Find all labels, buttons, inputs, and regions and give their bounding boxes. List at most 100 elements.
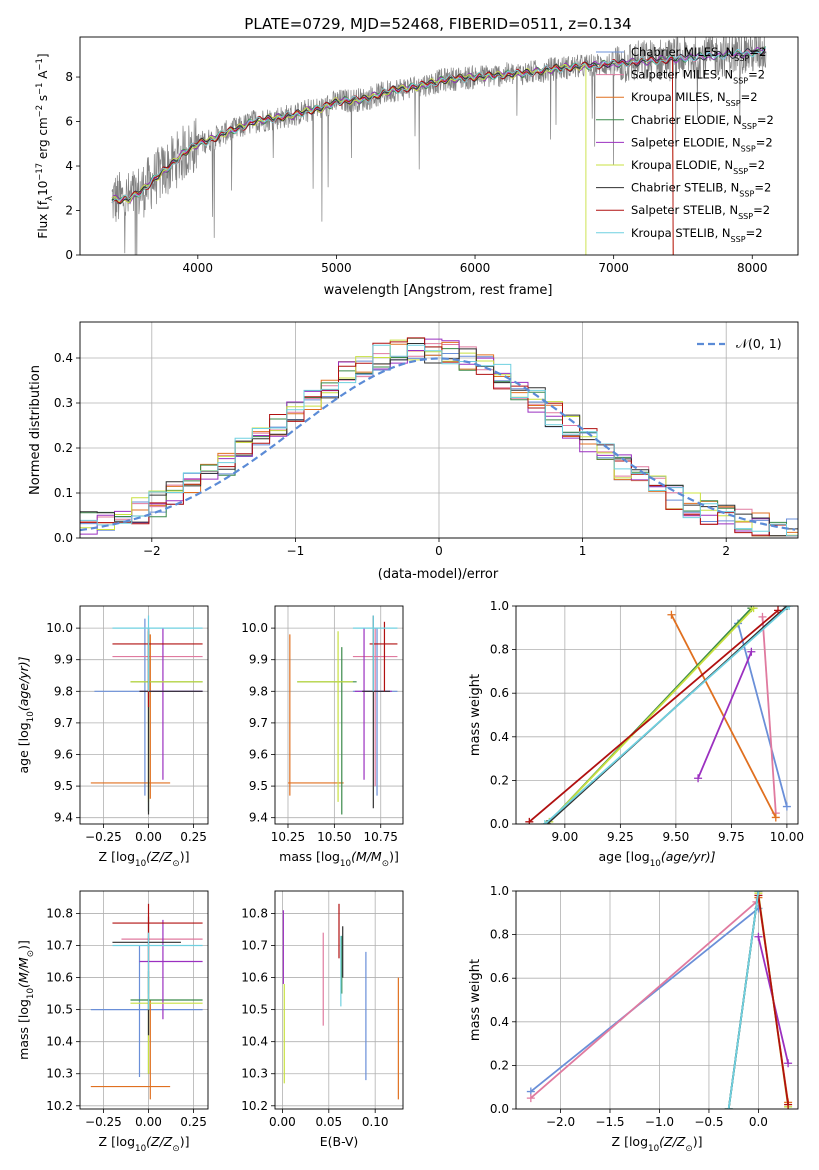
mass-weight-line [757,895,789,1105]
y-tick-label: 0.2 [54,441,73,455]
mass-weight-line [727,891,760,1109]
spectrum-model-kroupa-elodie [111,63,587,255]
axes-frame [515,890,799,1110]
xlabel-age-vs-Z: Z [log10(Z/Z⊙)] [99,849,190,869]
xlabel-age-vs-mass: mass [log10(M/M⊙)] [279,849,399,869]
x-tick-label: −2 [143,544,161,558]
x-tick-label: −1.5 [595,1115,624,1129]
y-tick-label: 2 [65,204,73,218]
y-tick-label: 1.0 [490,884,509,898]
histogram-kroupa-miles [80,341,798,533]
plot-area-massweight-vs-Z [526,891,793,1109]
y-tick-label: 10.7 [241,939,268,953]
figure-title: PLATE=0729, MJD=52468, FIBERID=0511, z=0… [244,15,631,33]
mass-weight-line [530,901,757,1099]
y-tick-label: 10.4 [46,1035,73,1049]
histogram-chabrier-miles [80,353,798,537]
plus-marker [724,1105,733,1109]
legend-entry: Kroupa STELIB, NSSP=2 [631,226,763,244]
xlabel-mass-vs-EBV: E(B-V) [320,1134,359,1149]
x-tick-label: 0.00 [135,830,162,844]
y-tick-label: 10.2 [46,1099,73,1113]
y-tick-label: 9.4 [54,811,73,825]
x-tick-label: 10.75 [364,830,398,844]
y-tick-label: 10.6 [241,971,268,985]
legend-entry: 𝒩(0, 1) [736,336,782,351]
histogram-kroupa-elodie [80,339,798,537]
y-tick-label: 4 [65,159,73,173]
y-tick-label: 0.6 [490,971,509,985]
x-tick-label: 0.25 [180,1115,207,1129]
plus-marker [771,813,780,822]
axes-spectrum: 4000 5000 6000 7000 8000 0 2 4 6 8 wavelength [Ang… [34,36,799,298]
histogram-chabrier-elodie [80,337,798,537]
x-tick-label: 0.00 [135,1115,162,1129]
normal-curve [80,357,796,532]
x-tick-label: −2.0 [546,1115,575,1129]
plus-marker [774,606,783,615]
y-tick-label: 9.8 [249,684,268,698]
mass-weight-line [761,616,777,814]
xlabel-massweight-vs-age: age [log10(age/yr)] [598,849,715,869]
axes-frame [79,36,799,256]
y-tick-label: 10.8 [241,906,268,920]
x-tick-label: 10.25 [271,830,305,844]
spectrum-ylabel: Flux [fλ10−17 erg cm−2 s−1 A−1] [34,53,54,238]
x-tick-label: 5000 [321,261,352,275]
plus-marker [754,891,763,895]
legend-entry: Salpeter MILES, NSSP=2 [631,68,765,86]
residuals-xlabel: (data-model)/error [378,567,499,582]
plus-marker [785,606,794,610]
y-tick-label: 9.7 [249,716,268,730]
plot-area-residuals [80,337,798,537]
y-tick-label: 9.5 [249,779,268,793]
plus-marker [754,932,763,941]
axes-frame [274,605,404,825]
y-tick-label: 9.6 [54,747,73,761]
plus-marker [758,612,767,621]
legend-entry: Kroupa ELODIE, NSSP=2 [631,158,765,176]
y-tick-label: 10.5 [241,1003,268,1017]
xlabel-mass-vs-Z: Z [log10(Z/Z⊙)] [99,1134,190,1154]
mass-weight-line [548,607,755,823]
y-tick-label: 0.4 [490,730,509,744]
x-tick-label: −0.25 [85,830,122,844]
x-tick-label: 9.50 [663,830,690,844]
y-tick-label: 10.3 [241,1067,268,1081]
y-tick-label: 0.0 [54,531,73,545]
residuals-ylabel: Normed distribution [28,365,43,495]
axes-frame [79,605,209,825]
y-tick-label: 0.8 [490,643,509,657]
y-tick-label: 9.6 [249,747,268,761]
y-tick-label: 9.4 [249,811,268,825]
x-tick-label: 6000 [460,261,491,275]
mass-weight-line [697,651,753,779]
x-tick-label: 0.05 [315,1115,342,1129]
axes-residuals: −2 −1 0 1 2 0.0 0.1 0.2 0.3 0.4 (data-model)/error… [28,321,799,582]
x-tick-label: 9.75 [718,830,745,844]
x-tick-label: 8000 [737,261,768,275]
spectrum-xlabel: wavelength [Angstrom, rest frame] [324,283,553,298]
axes-frame [274,890,404,1110]
axes-mass-vs-Z: −0.25 0.00 0.25 10.2 10.3 10.4 10.5 10.6 10.7 10.… [16,890,209,1154]
y-tick-label: 6 [65,115,73,129]
y-tick-label: 0.4 [490,1015,509,1029]
ylabel-massweight-vs-age: mass weight [468,674,483,756]
y-tick-label: 0.3 [54,396,73,410]
x-tick-label: 2 [722,544,730,558]
axes-massweight-vs-Z: −2.0 −1.5 −1.0 −0.5 0.0 0.0 0.2 0.4 0.6 0.8 1.0 mas… [468,884,799,1154]
axes-frame [79,890,209,1110]
axes-massweight-vs-age: 9.00 9.25 9.50 9.75 10.00 0.0 0.2 0.4 0.6 0.8 1.0 m… [468,599,804,869]
ylabel-mass-vs-Z: mass [log10(M/M⊙)] [16,940,36,1060]
y-tick-label: 9.9 [249,653,268,667]
plot-area-massweight-vs-age [525,606,794,824]
x-tick-label: 10.50 [317,830,351,844]
histogram-salpeter-elodie [80,338,798,537]
plus-marker [540,820,549,824]
y-tick-label: 0.8 [490,928,509,942]
y-tick-label: 10.7 [46,939,73,953]
xlabel-massweight-vs-Z: Z [log10(Z/Z⊙)] [612,1134,703,1154]
x-tick-label: 9.25 [607,830,634,844]
x-tick-label: 4000 [183,261,214,275]
y-tick-label: 0.0 [490,1102,509,1116]
